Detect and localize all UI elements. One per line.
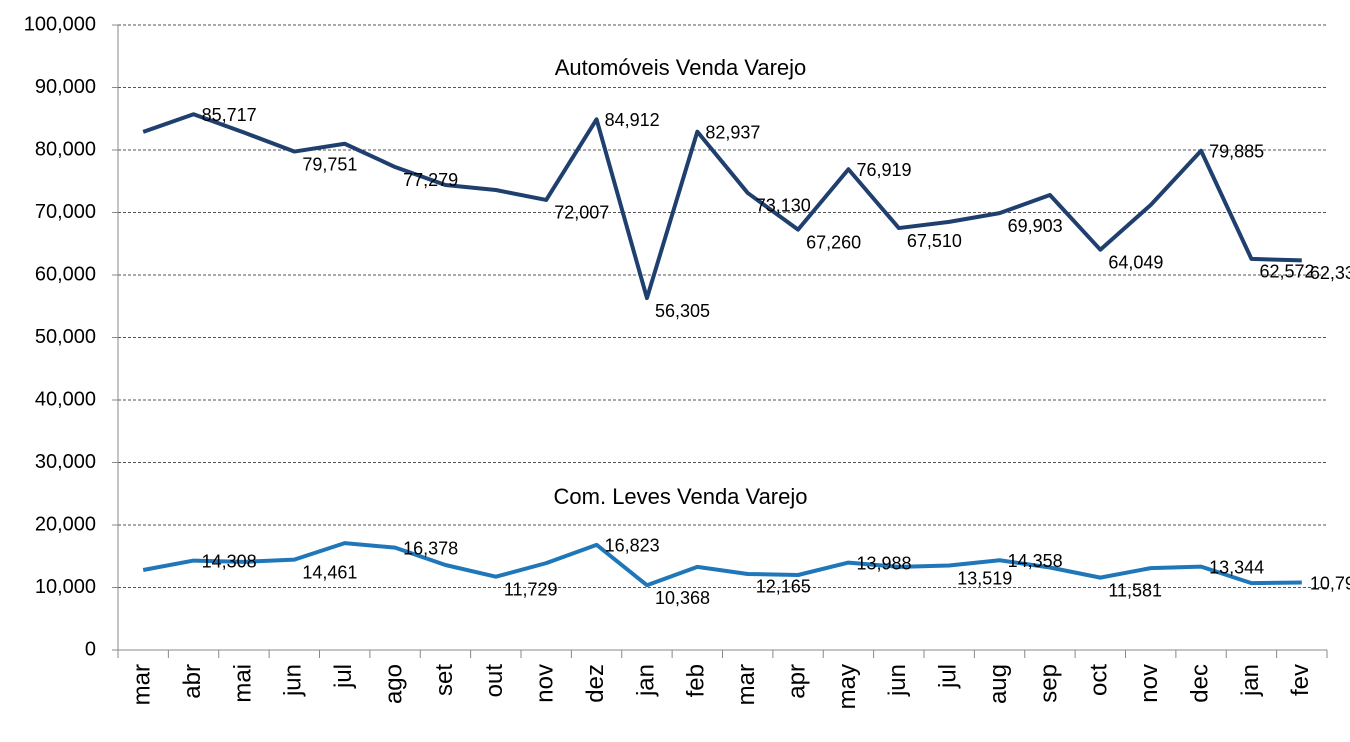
- data-label: 14,358: [1008, 551, 1063, 571]
- data-label: 10,368: [655, 588, 710, 608]
- data-label: 16,823: [605, 536, 660, 556]
- x-tick-label: abr: [179, 664, 206, 699]
- x-tick-label: jan: [1237, 664, 1264, 697]
- series-line: [142, 541, 1302, 588]
- data-label: 62,572: [1259, 262, 1314, 282]
- data-label: 67,260: [806, 232, 861, 252]
- data-label: 11,729: [504, 579, 558, 599]
- data-label: 79,751: [302, 154, 357, 174]
- x-tick-label: ago: [380, 664, 407, 704]
- x-tick-label: nov: [1136, 664, 1163, 703]
- y-tick-label: 30,000: [35, 451, 96, 473]
- data-label: 79,885: [1209, 141, 1264, 161]
- data-label: 64,049: [1108, 252, 1163, 272]
- data-label: 16,378: [403, 538, 458, 558]
- x-tick-label: dez: [582, 664, 609, 703]
- y-tick-label: 100,000: [24, 13, 96, 35]
- y-tick-label: 70,000: [35, 201, 96, 223]
- data-label: 13,988: [856, 553, 911, 573]
- data-label: 76,919: [856, 160, 911, 180]
- x-tick-label: oct: [1086, 664, 1113, 696]
- y-tick-label: 40,000: [35, 388, 96, 410]
- data-label: 11,581: [1108, 580, 1162, 600]
- x-tick-label: mai: [229, 664, 256, 703]
- data-label: 13,519: [957, 568, 1012, 588]
- data-label: 14,308: [202, 551, 257, 571]
- series-name: Com. Leves Venda Varejo: [554, 484, 808, 509]
- y-tick-label: 20,000: [35, 513, 96, 535]
- x-tick-label: may: [834, 664, 861, 709]
- x-tick-label: set: [431, 664, 458, 696]
- data-label: 62,334: [1310, 263, 1350, 283]
- x-tick-label: aug: [985, 664, 1012, 704]
- x-tick-label: mar: [733, 664, 760, 705]
- data-label: 13,344: [1209, 557, 1264, 577]
- data-label: 14,461: [302, 562, 357, 582]
- x-tick-label: mar: [129, 664, 156, 705]
- y-tick-label: 50,000: [35, 326, 96, 348]
- x-tick-label: jun: [884, 664, 911, 697]
- x-tick-label: apr: [783, 664, 810, 699]
- x-tick-label: dec: [1186, 664, 1213, 703]
- data-label: 56,305: [655, 301, 710, 321]
- data-label: 73,130: [756, 196, 811, 216]
- y-tick-label: 90,000: [35, 76, 96, 98]
- y-tick-label: 10,000: [35, 576, 96, 598]
- x-tick-label: fev: [1287, 664, 1314, 696]
- x-tick-label: nov: [532, 664, 559, 703]
- y-tick-label: 80,000: [35, 138, 96, 160]
- data-label: 10,795: [1310, 573, 1350, 593]
- data-label: 77,279: [403, 170, 458, 190]
- x-tick-label: out: [481, 664, 508, 698]
- series-line: [142, 112, 1302, 301]
- data-label: 67,510: [907, 231, 962, 251]
- x-tick-label: feb: [683, 664, 710, 697]
- x-tick-label: jun: [280, 664, 307, 697]
- data-label: 72,007: [554, 203, 609, 223]
- y-tick-label: 60,000: [35, 263, 96, 285]
- series-name: Automóveis Venda Varejo: [555, 55, 807, 80]
- x-tick-label: jul: [330, 664, 357, 689]
- x-tick-label: jul: [935, 664, 962, 689]
- data-label: 85,717: [202, 105, 257, 125]
- data-label: 12,165: [756, 577, 811, 597]
- data-label: 69,903: [1008, 216, 1063, 236]
- x-tick-label: sep: [1035, 664, 1062, 703]
- y-tick-label: 0: [85, 638, 96, 660]
- data-label: 82,937: [705, 122, 760, 142]
- x-tick-label: jan: [632, 664, 659, 697]
- data-label: 84,912: [605, 110, 660, 130]
